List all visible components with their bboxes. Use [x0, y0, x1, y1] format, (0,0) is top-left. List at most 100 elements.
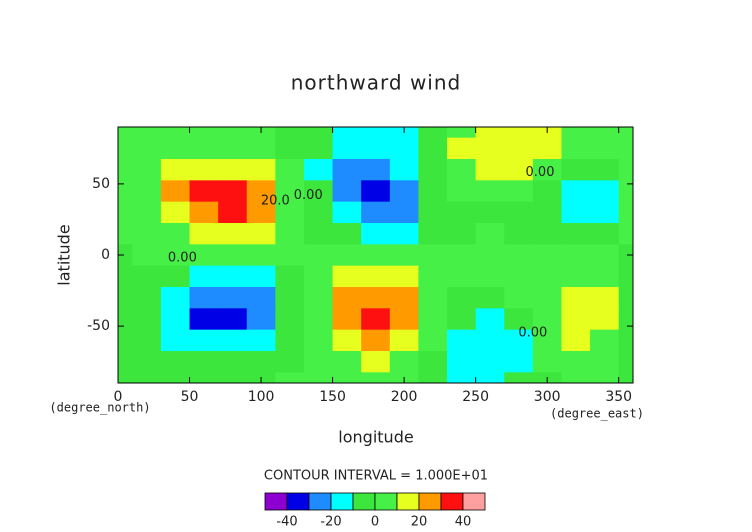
field-cell — [189, 372, 219, 383]
field-cell — [389, 180, 420, 203]
field-cell — [189, 223, 219, 245]
field-cell — [160, 201, 191, 224]
field-cell — [189, 265, 219, 288]
field-cell — [418, 159, 448, 181]
field-cell — [504, 159, 534, 181]
field-cell — [361, 372, 391, 383]
field-cell — [218, 351, 248, 373]
field-cell — [160, 265, 191, 288]
field-cell — [590, 287, 620, 309]
field-cell — [361, 287, 391, 309]
field-cell — [132, 265, 162, 288]
field-cell — [532, 329, 563, 352]
field-cell — [303, 159, 334, 181]
y-tick-label: 50 — [92, 176, 110, 192]
field-cell — [504, 244, 534, 267]
field-cell — [218, 180, 248, 203]
field-cell — [218, 308, 248, 331]
field-cell — [303, 127, 334, 139]
field-cell — [561, 329, 591, 352]
field-cell — [160, 308, 191, 331]
field-cell — [561, 137, 591, 160]
field-cell — [561, 201, 591, 224]
contour-label: 0.00 — [526, 165, 555, 180]
field-cell — [218, 201, 248, 224]
field-cell — [447, 127, 477, 139]
field-cell — [132, 201, 162, 224]
field-cell — [418, 308, 448, 331]
colorbar-box — [308, 492, 332, 511]
field-cell — [561, 127, 591, 139]
field-cell — [418, 351, 448, 373]
field-cell — [218, 329, 248, 352]
field-cell — [303, 372, 334, 383]
field-cell — [275, 372, 305, 383]
field-cell — [475, 159, 505, 181]
field-cell — [275, 308, 305, 331]
colorbar-tick-label: 20 — [411, 515, 428, 530]
field-cell — [303, 244, 334, 267]
chart-title: northward wind — [291, 71, 461, 95]
field-cell — [160, 351, 191, 373]
field-cell — [303, 137, 334, 160]
field-cell — [590, 308, 620, 331]
field-cell — [118, 351, 133, 373]
contour-interval: CONTOUR INTERVAL = 1.000E+01 — [264, 469, 488, 484]
field-cell — [132, 351, 162, 373]
field-cell — [389, 329, 420, 352]
colorbar-box — [330, 492, 354, 511]
colorbar-box — [396, 492, 420, 511]
field-cell — [618, 223, 633, 245]
field-cell — [275, 159, 305, 181]
field-cell — [246, 308, 276, 331]
colorbar-box — [462, 492, 486, 511]
field-cell — [618, 180, 633, 203]
field-cell — [618, 308, 633, 331]
field-cell — [590, 351, 620, 373]
field-cell — [561, 351, 591, 373]
field-cell — [389, 308, 420, 331]
field-cell — [246, 244, 276, 267]
colorbar-tick-label: -20 — [320, 515, 341, 530]
field-cell — [532, 265, 563, 288]
field-cell — [218, 287, 248, 309]
field-cell — [447, 180, 477, 203]
field-cell — [218, 127, 248, 139]
y-axis-label: latitude — [55, 224, 74, 285]
field-cell — [160, 180, 191, 203]
field-cell — [275, 351, 305, 373]
field-cell — [618, 287, 633, 309]
field-cell — [389, 265, 420, 288]
field-cell — [218, 244, 248, 267]
field-cell — [189, 127, 219, 139]
field-cell — [132, 137, 162, 160]
field-cell — [475, 372, 505, 383]
field-cell — [332, 351, 362, 373]
field-cell — [189, 201, 219, 224]
field-cell — [189, 351, 219, 373]
field-cell — [246, 265, 276, 288]
field-cell — [332, 159, 362, 181]
field-cell — [618, 159, 633, 181]
field-cell — [475, 201, 505, 224]
field-cell — [332, 223, 362, 245]
field-cell — [590, 159, 620, 181]
field-cell — [418, 137, 448, 160]
field-cell — [361, 351, 391, 373]
field-cell — [532, 159, 563, 181]
field-cell — [189, 308, 219, 331]
field-cell — [275, 244, 305, 267]
x-unit: (degree_east) — [550, 407, 644, 421]
field-cell — [618, 244, 633, 267]
field-cell — [118, 329, 133, 352]
field-cell — [275, 287, 305, 309]
field-cell — [447, 351, 477, 373]
field-cell — [160, 372, 191, 383]
field-cell — [303, 287, 334, 309]
field-cell — [218, 159, 248, 181]
colorbar-box — [418, 492, 442, 511]
field-cell — [504, 223, 534, 245]
field-cell — [118, 244, 133, 267]
field-cell — [504, 287, 534, 309]
field-cell — [303, 265, 334, 288]
